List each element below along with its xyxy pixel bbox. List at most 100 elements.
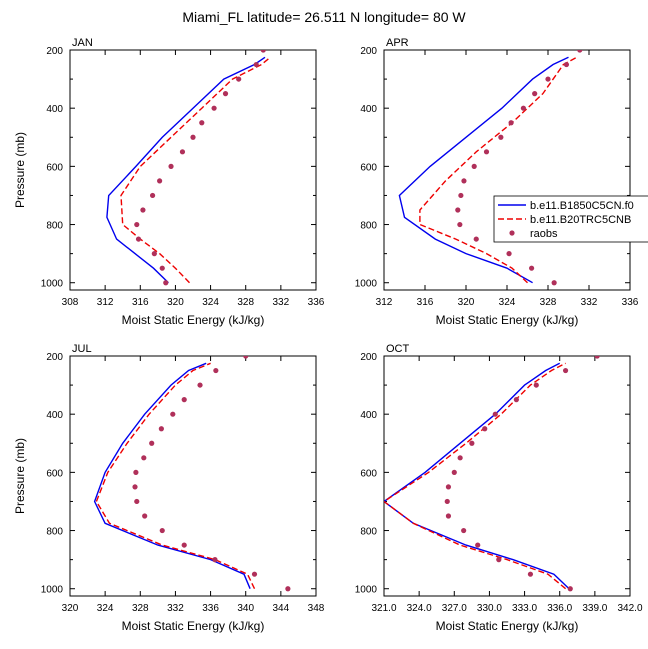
raobs-point: [149, 192, 156, 199]
x-tick-label: 320: [458, 297, 475, 308]
y-tick-label: 600: [360, 162, 377, 173]
x-tick-label: 328: [132, 603, 149, 614]
raobs-point: [159, 265, 165, 271]
x-tick-label: 339.0: [582, 603, 607, 614]
raobs-point: [236, 76, 242, 82]
panel-label: APR: [386, 37, 409, 49]
raobs-point: [181, 397, 187, 403]
raobs-point: [213, 367, 219, 374]
legend-label: b.e11.B1850C5CN.f0: [530, 200, 634, 212]
raobs-point: [132, 484, 138, 490]
raobs-point: [243, 356, 249, 359]
series-line-dashed: [384, 362, 567, 590]
raobs-point: [199, 120, 205, 126]
y-tick-label: 1000: [355, 279, 378, 290]
raobs-point: [496, 557, 502, 563]
raobs-point: [461, 527, 467, 534]
raobs-point: [133, 469, 139, 475]
x-tick-label: 348: [308, 603, 325, 614]
plot-frame: [383, 355, 631, 597]
raobs-point: [168, 163, 174, 169]
raobs-point: [594, 356, 600, 359]
plot-frame: [69, 355, 317, 597]
legend-label: b.e11.B20TRC5CNB: [530, 214, 631, 226]
raobs-point: [142, 513, 148, 519]
raobs-point: [251, 571, 258, 577]
raobs-point: [181, 542, 187, 548]
plot-area: [384, 356, 600, 592]
x-tick-label: 324: [499, 297, 516, 308]
x-tick-label: 327.0: [442, 603, 467, 614]
raobs-point: [141, 455, 147, 461]
series-line-dashed: [120, 56, 271, 284]
raobs-point: [197, 382, 203, 388]
raobs-point: [163, 280, 169, 286]
series-line-solid: [93, 362, 251, 589]
x-tick-label: 324: [202, 297, 219, 308]
y-tick-label: 200: [360, 352, 377, 363]
raobs-point: [529, 265, 535, 271]
raobs-point: [157, 178, 163, 184]
y-tick-label: 600: [46, 468, 63, 479]
raobs-point: [190, 134, 196, 140]
x-tick-label: 320: [167, 297, 184, 308]
raobs-point: [562, 367, 569, 374]
raobs-point: [252, 339, 257, 344]
x-tick-label: 332: [167, 603, 184, 614]
legend-swatch-dot: [509, 230, 515, 236]
x-tick-label: 324: [97, 603, 114, 614]
plot-area: [398, 50, 583, 286]
raobs-point: [567, 586, 573, 592]
x-tick-label: 324.0: [407, 603, 432, 614]
x-tick-label: 321.0: [371, 603, 396, 614]
raobs-point: [455, 207, 461, 213]
raobs-point: [577, 50, 583, 53]
raobs-point: [149, 440, 155, 446]
series-line-dashed: [95, 362, 256, 590]
x-tick-label: 333.0: [512, 603, 537, 614]
y-tick-label: 400: [46, 104, 63, 115]
raobs-point: [527, 571, 534, 577]
raobs-point: [458, 192, 464, 199]
y-tick-label: 800: [360, 221, 377, 232]
raobs-point: [482, 426, 488, 432]
x-tick-label: 332: [581, 297, 598, 308]
x-tick-label: 336: [308, 297, 325, 308]
x-tick-label: 330.0: [477, 603, 502, 614]
plot-frame: [69, 49, 317, 291]
raobs-point: [445, 513, 452, 519]
y-tick-label: 1000: [41, 585, 64, 596]
legend: b.e11.B1850C5CN.f0 b.e11.B20TRC5CNB raobs: [493, 195, 648, 243]
x-tick-label: 340: [237, 603, 254, 614]
raobs-point: [158, 426, 164, 432]
y-tick-label: 600: [46, 162, 63, 173]
panel-label: JAN: [72, 37, 93, 49]
panel-label: OCT: [386, 343, 410, 355]
panel-apr: APR 312 316 320 324 328 332 336 200 400 600 800 1000…: [355, 37, 639, 327]
raobs-point: [483, 149, 490, 155]
x-tick-label: 312: [97, 297, 114, 308]
raobs-point: [179, 149, 186, 155]
raobs-point: [445, 484, 452, 490]
series-line-dashed: [419, 56, 578, 284]
raobs-point: [551, 280, 557, 286]
raobs-point: [212, 557, 218, 563]
x-tick-label: 328: [237, 297, 254, 308]
raobs-point: [473, 236, 479, 242]
x-tick-label: 332: [273, 297, 290, 308]
raobs-point: [533, 382, 539, 388]
y-tick-label: 400: [360, 104, 377, 115]
raobs-point: [520, 105, 527, 111]
raobs-point: [260, 50, 266, 53]
raobs-point: [140, 207, 146, 213]
x-tick-label: 312: [376, 297, 393, 308]
raobs-point: [513, 397, 519, 403]
raobs-point: [475, 542, 481, 548]
panel-label: JUL: [72, 343, 92, 355]
series-line-solid: [398, 56, 569, 284]
x-tick-label: 336.0: [547, 603, 572, 614]
y-axis-label: Pressure (mb): [13, 438, 27, 514]
y-tick-label: 800: [46, 527, 63, 538]
y-tick-label: 200: [46, 352, 63, 363]
